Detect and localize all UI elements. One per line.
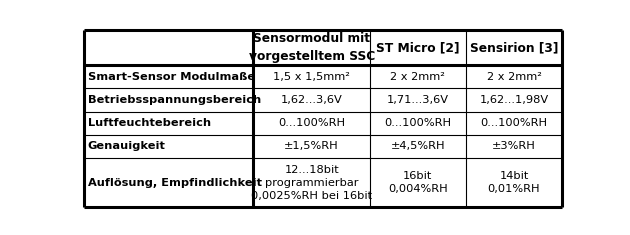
- Text: 1,62...3,6V: 1,62...3,6V: [281, 95, 343, 105]
- Text: Auflösung, Empfindlichkeit: Auflösung, Empfindlichkeit: [88, 178, 261, 188]
- Text: Smart-Sensor Modulmaße: Smart-Sensor Modulmaße: [88, 72, 255, 82]
- Text: Genauigkeit: Genauigkeit: [88, 141, 166, 151]
- Text: ±3%RH: ±3%RH: [492, 141, 536, 151]
- Text: Betriebsspannungsbereich: Betriebsspannungsbereich: [88, 95, 261, 105]
- Text: 0...100%RH: 0...100%RH: [481, 118, 547, 128]
- Text: 16bit
0,004%RH: 16bit 0,004%RH: [388, 171, 448, 194]
- Text: 14bit
0,01%RH: 14bit 0,01%RH: [488, 171, 541, 194]
- Text: 1,5 x 1,5mm²: 1,5 x 1,5mm²: [273, 72, 350, 82]
- Text: 12...18bit
programmierbar
0,0025%RH bei 16bit: 12...18bit programmierbar 0,0025%RH bei …: [251, 164, 372, 201]
- Text: ±1,5%RH: ±1,5%RH: [284, 141, 339, 151]
- Text: Sensormodul mit
vorgestelltem SSC: Sensormodul mit vorgestelltem SSC: [248, 32, 375, 63]
- Text: ±4,5%RH: ±4,5%RH: [391, 141, 445, 151]
- Text: 1,71...3,6V: 1,71...3,6V: [387, 95, 449, 105]
- Text: 2 x 2mm²: 2 x 2mm²: [391, 72, 445, 82]
- Text: Luftfeuchtebereich: Luftfeuchtebereich: [88, 118, 210, 128]
- Text: 0...100%RH: 0...100%RH: [384, 118, 452, 128]
- Text: 0...100%RH: 0...100%RH: [278, 118, 345, 128]
- Text: 1,62...1,98V: 1,62...1,98V: [479, 95, 549, 105]
- Text: ST Micro [2]: ST Micro [2]: [376, 41, 460, 54]
- Text: 2 x 2mm²: 2 x 2mm²: [486, 72, 541, 82]
- Text: Sensirion [3]: Sensirion [3]: [470, 41, 558, 54]
